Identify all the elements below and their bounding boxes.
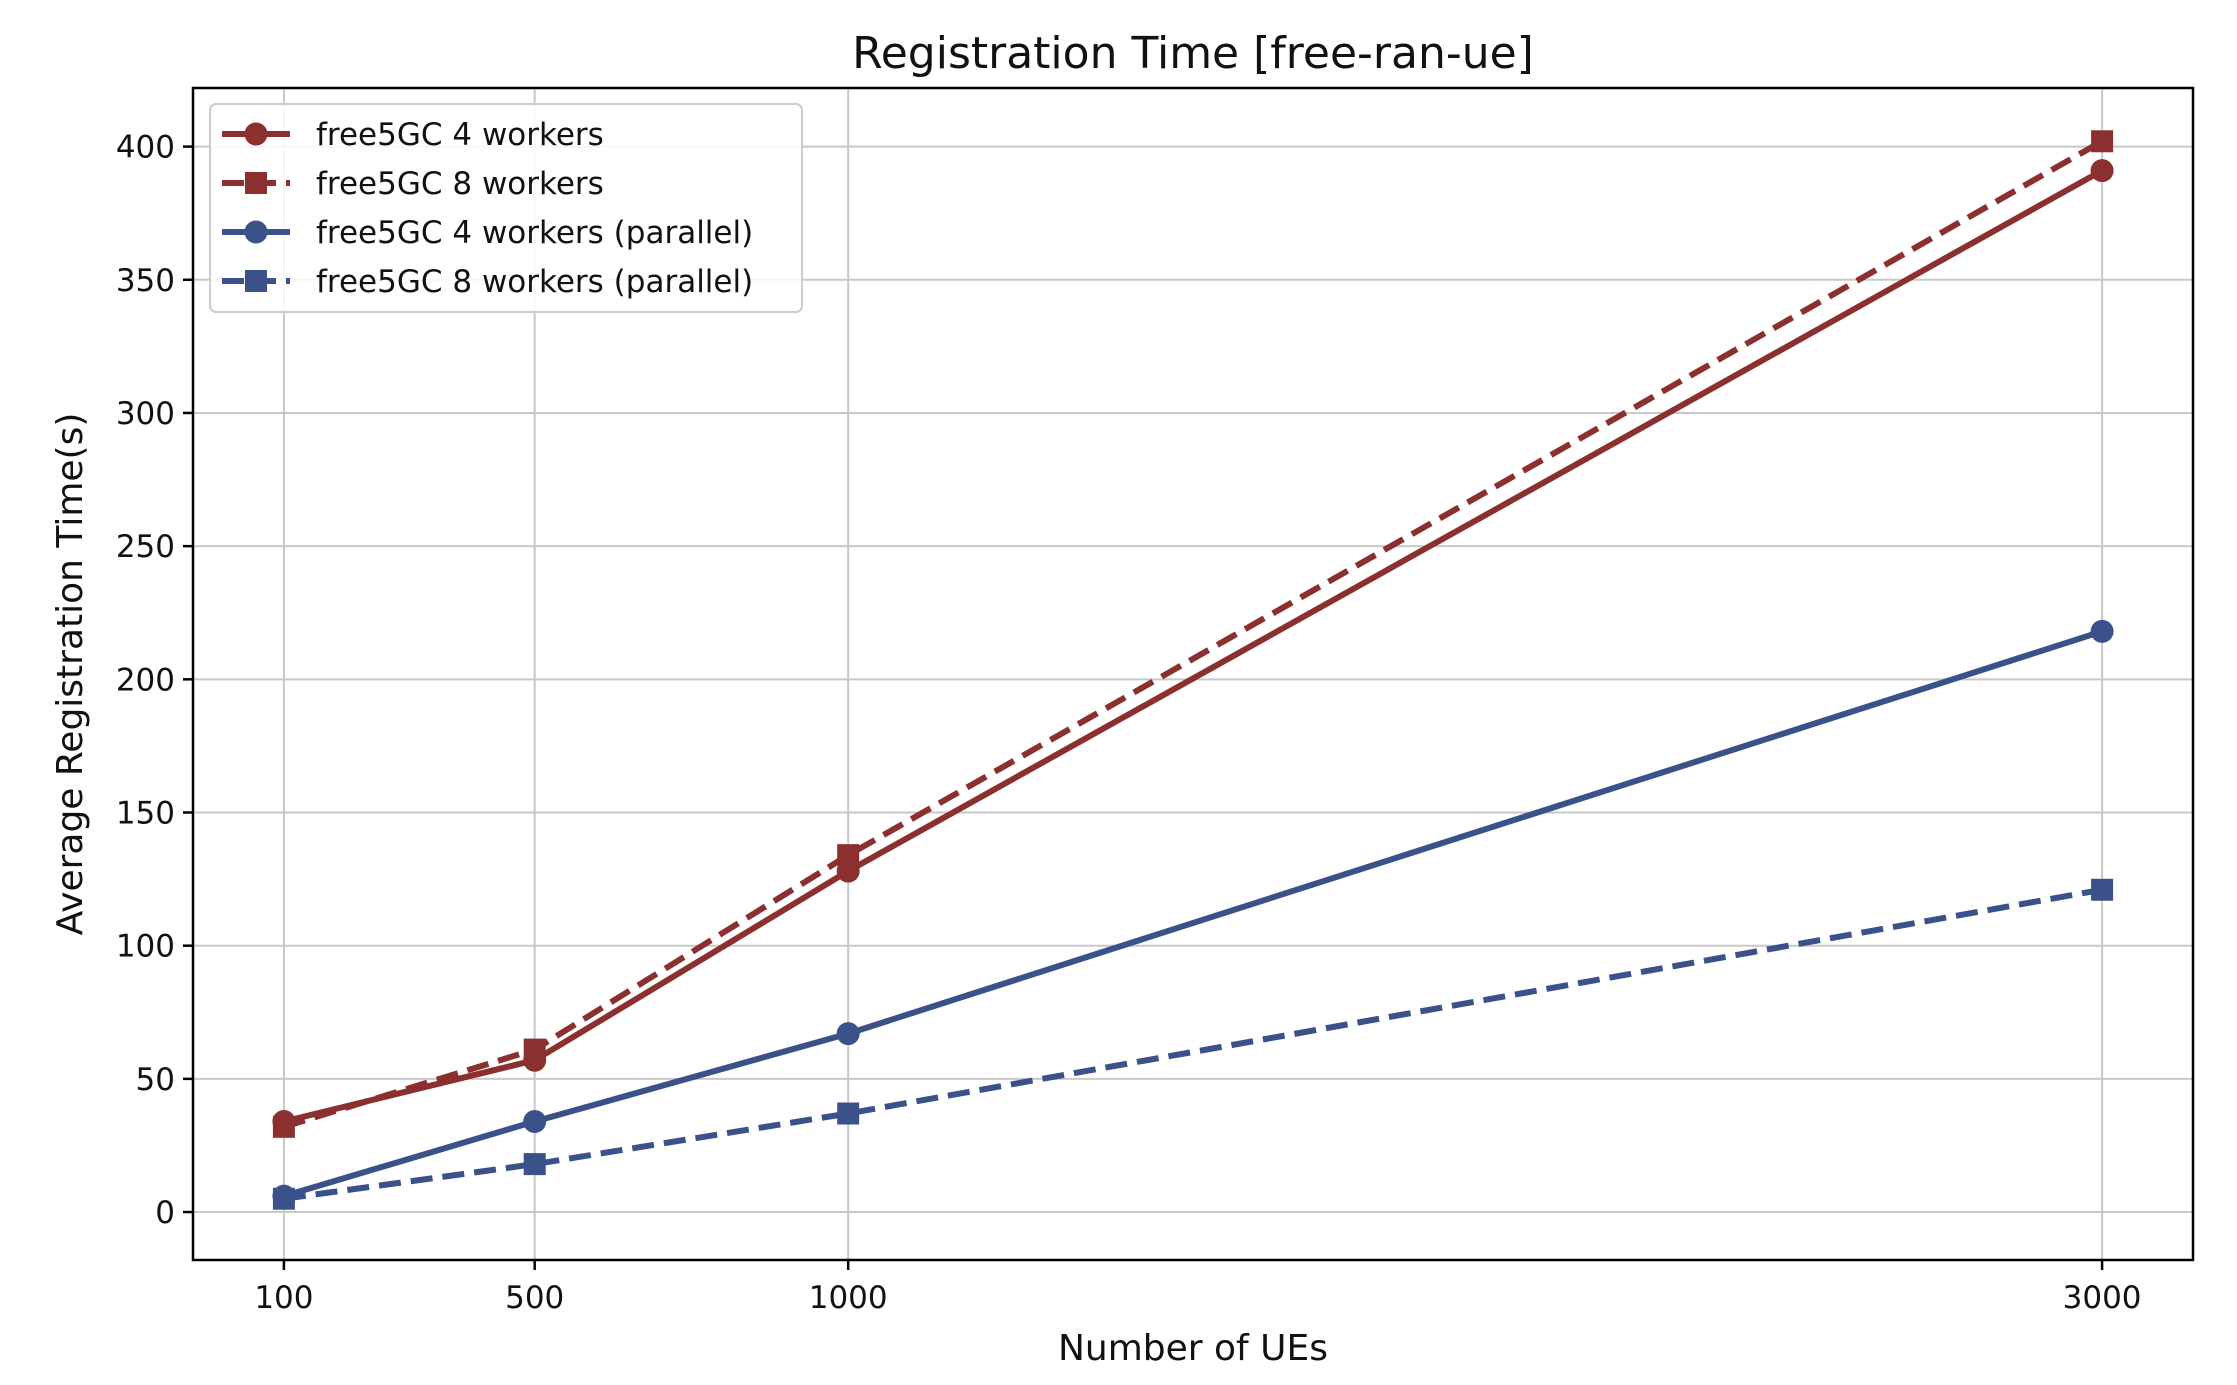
y-tick-label: 400 (116, 130, 175, 166)
data-point (837, 844, 860, 867)
x-tick-label: 100 (254, 1280, 313, 1316)
legend-label: free5GC 4 workers (316, 117, 604, 153)
y-tick-label: 350 (116, 263, 175, 299)
y-axis-label: Average Registration Time(s) (50, 413, 91, 936)
legend-entry: free5GC 8 workers (222, 166, 604, 202)
legend-entry: free5GC 4 workers (222, 117, 604, 153)
data-point (523, 1038, 546, 1061)
series-4 (272, 878, 2114, 1210)
legend-box (209, 103, 803, 313)
y-tick-label: 50 (136, 1062, 175, 1098)
data-point (272, 1187, 295, 1210)
legend-entry: free5GC 4 workers (parallel) (222, 215, 753, 251)
data-point (272, 1115, 295, 1138)
legend-marker (245, 270, 267, 292)
x-axis-label: Number of UEs (1058, 1328, 1328, 1369)
legend-marker (244, 122, 268, 146)
chart-title: Registration Time [free-ran-ue] (852, 28, 1534, 79)
legend-label: free5GC 4 workers (parallel) (316, 215, 753, 251)
grid (193, 88, 2193, 1260)
legend-marker (245, 172, 267, 194)
plot-frame (191, 86, 2195, 1262)
data-point (837, 1102, 860, 1125)
data-point (2091, 130, 2114, 153)
y-tick-label: 200 (116, 662, 175, 698)
x-tick-label: 1000 (809, 1280, 888, 1316)
legend-label: free5GC 8 workers (parallel) (316, 264, 753, 300)
legend-entries: free5GC 4 workers free5GC 8 workers free5G… (222, 117, 753, 300)
x-axis-ticks: 100 500 1000 3000 (254, 1260, 2142, 1316)
legend: free5GC 4 workers free5GC 8 workers free5G… (209, 103, 803, 313)
legend-label: free5GC 8 workers (316, 166, 604, 202)
data-point (523, 1153, 546, 1176)
y-tick-label: 250 (116, 529, 175, 565)
y-tick-label: 0 (155, 1195, 175, 1231)
x-tick-label: 500 (505, 1280, 564, 1316)
y-tick-label: 100 (116, 929, 175, 965)
data-point (523, 1109, 547, 1133)
series-line (283, 628, 2104, 1199)
y-tick-label: 150 (116, 796, 175, 832)
y-axis-ticks: 0 50 100 150 200 250 300 350 400 (116, 130, 193, 1231)
series-line (283, 138, 2104, 1130)
series-layer (272, 130, 2114, 1210)
data-point (2091, 878, 2114, 901)
legend-marker (244, 220, 268, 244)
data-point (2090, 619, 2114, 643)
data-point (836, 1022, 860, 1046)
series-2 (272, 130, 2114, 1138)
x-tick-label: 3000 (2063, 1280, 2142, 1316)
y-tick-label: 300 (116, 396, 175, 432)
data-point (2090, 159, 2114, 183)
legend-entry: free5GC 8 workers (parallel) (222, 264, 753, 300)
